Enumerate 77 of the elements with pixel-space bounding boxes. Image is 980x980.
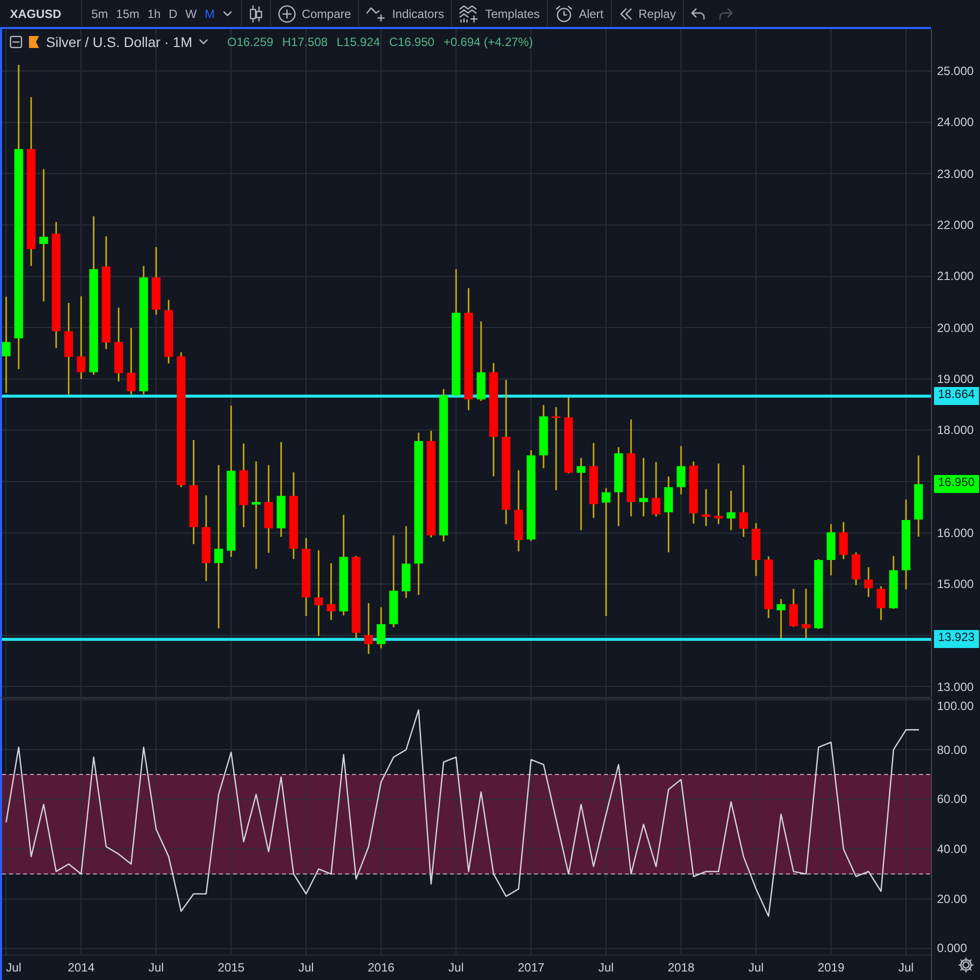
annotation: H17.508	[282, 35, 328, 49]
text: XAGUSD	[10, 6, 62, 20]
text: Alert	[578, 6, 604, 20]
candlestick	[776, 598, 786, 639]
candlestick	[714, 462, 723, 525]
text: Replay	[638, 6, 676, 20]
text: Indicators	[392, 6, 444, 20]
candlestick	[726, 490, 736, 532]
y-tick-label: 20.000	[937, 320, 974, 335]
chart-title: Silver / U.S. Dollar · 1M	[46, 34, 192, 50]
candlestick	[214, 464, 223, 629]
x-tick-label: 2016	[368, 960, 395, 974]
x-tick-label: Jul	[748, 960, 764, 974]
text: 15m	[116, 6, 140, 20]
y-tick-label: 100.00	[937, 699, 974, 713]
ref-line-label: 13.923	[934, 630, 979, 648]
text: 1h	[147, 6, 161, 20]
candlestick	[314, 550, 323, 637]
candlestick	[364, 602, 373, 655]
candlestick	[552, 406, 560, 491]
annotation: 16.950	[934, 475, 979, 494]
x-tick-label: Jul	[148, 960, 164, 974]
candlestick	[639, 457, 648, 518]
candlestick	[76, 296, 86, 380]
x-tick-label: 2019	[818, 960, 845, 974]
x-tick-label: Jul	[298, 960, 314, 974]
text: D	[168, 6, 178, 20]
y-tick-label: 25.000	[937, 64, 974, 78]
candlestick	[876, 585, 886, 621]
x-tick-label: Jul	[598, 960, 614, 974]
candlestick	[652, 461, 660, 518]
text: W	[185, 6, 197, 20]
candlestick	[739, 464, 748, 538]
y-tick-label: 23.000	[937, 166, 974, 181]
text: Compare	[302, 6, 352, 20]
candlestick	[702, 488, 710, 527]
annotation: O16.259	[227, 35, 274, 49]
y-tick-label: 19.000	[937, 372, 974, 386]
candlestick	[126, 327, 136, 396]
candlestick	[39, 168, 48, 302]
candlestick	[2, 296, 11, 394]
y-tick-label: 60.00	[937, 792, 968, 806]
text: Templates	[485, 6, 540, 20]
candlestick	[602, 487, 610, 617]
annotation: +0.694 (+4.27%)	[443, 35, 533, 49]
candlestick	[576, 457, 586, 532]
candlestick	[676, 445, 686, 496]
candlestick	[252, 460, 260, 570]
y-tick-label: 0.000	[937, 941, 968, 955]
x-tick-label: Jul	[6, 960, 22, 974]
x-tick-label: Jul	[898, 960, 914, 974]
x-tick-label: 2018	[668, 960, 695, 974]
y-tick-label: 18.000	[937, 423, 974, 438]
y-tick-label: 20.00	[937, 892, 968, 906]
annotation: C16.950	[389, 35, 434, 49]
y-tick-label: 22.000	[937, 218, 974, 232]
x-tick-label: 2014	[68, 960, 95, 974]
y-tick-label: 15.000	[937, 577, 974, 592]
candlestick	[839, 521, 848, 560]
x-tick-label: 2017	[518, 960, 545, 974]
candlestick	[326, 562, 336, 621]
annotation: L15.924	[336, 35, 380, 49]
y-tick-label: 16.000	[937, 526, 974, 540]
text: M	[204, 6, 215, 20]
candlestick	[789, 588, 798, 628]
candlestick	[802, 588, 810, 639]
y-tick-label: 40.00	[937, 842, 968, 856]
candlestick	[864, 566, 873, 598]
candlestick	[376, 606, 386, 650]
y-tick-label: 13.000	[937, 680, 974, 694]
x-tick-label: Jul	[448, 960, 464, 974]
text: 5m	[91, 6, 108, 20]
y-tick-label: 80.00	[937, 742, 968, 757]
ref-line-label: 18.664	[934, 387, 979, 406]
y-tick-label: 24.000	[937, 115, 974, 130]
y-tick-label: 21.000	[937, 269, 974, 284]
x-tick-label: 2015	[218, 960, 245, 974]
